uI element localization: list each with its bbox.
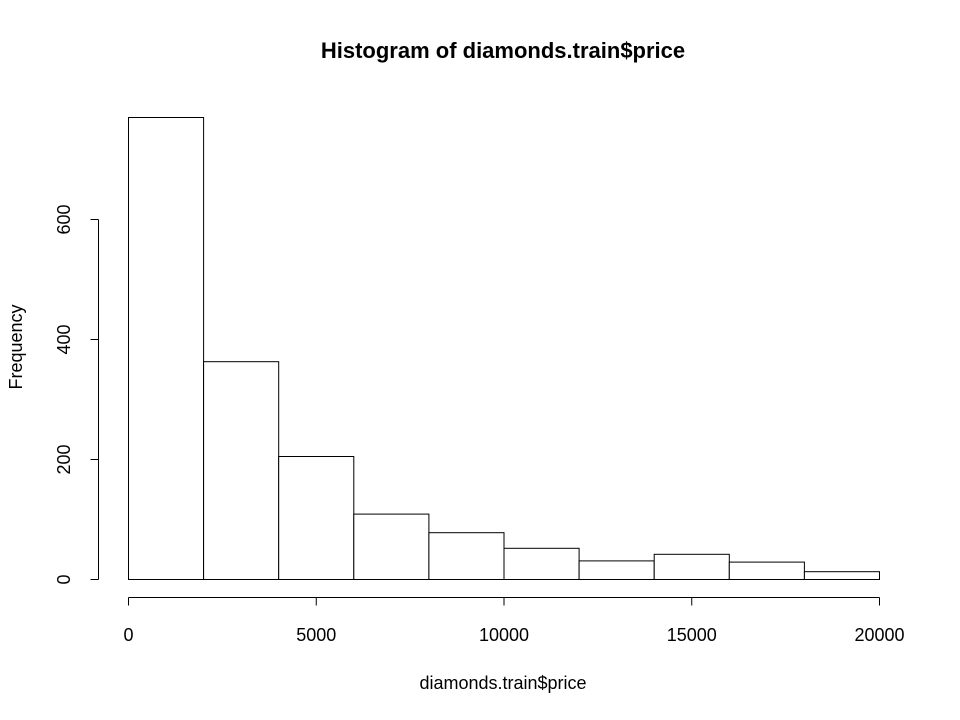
histogram-bar bbox=[653, 553, 730, 580]
x-axis-label: diamonds.train$price bbox=[419, 673, 586, 693]
histogram-bar bbox=[803, 571, 881, 581]
y-axis: 0 200 400 600 bbox=[54, 204, 99, 585]
x-tick-label: 10000 bbox=[479, 625, 529, 645]
x-tick-label: 0 bbox=[123, 625, 133, 645]
y-tick-label: 600 bbox=[54, 204, 74, 234]
histogram-bar bbox=[353, 513, 430, 580]
histogram-bar bbox=[728, 561, 805, 580]
bars-group bbox=[128, 117, 881, 581]
x-axis: 0 5000 10000 15000 20000 bbox=[123, 597, 905, 645]
histogram-bar bbox=[428, 532, 505, 581]
x-tick-label: 15000 bbox=[667, 625, 717, 645]
x-tick-label: 20000 bbox=[854, 625, 904, 645]
histogram-bar bbox=[203, 361, 280, 581]
y-tick-label: 0 bbox=[54, 574, 74, 584]
chart-title: Histogram of diamonds.train$price bbox=[321, 38, 685, 63]
histogram-bar bbox=[503, 547, 580, 580]
y-axis-label: Frequency bbox=[6, 304, 26, 389]
histogram-bar bbox=[578, 560, 655, 581]
x-tick-label: 5000 bbox=[296, 625, 336, 645]
y-tick-label: 400 bbox=[54, 324, 74, 354]
y-tick-label: 200 bbox=[54, 444, 74, 474]
histogram-bar bbox=[128, 117, 205, 580]
histogram-bar bbox=[278, 456, 355, 580]
